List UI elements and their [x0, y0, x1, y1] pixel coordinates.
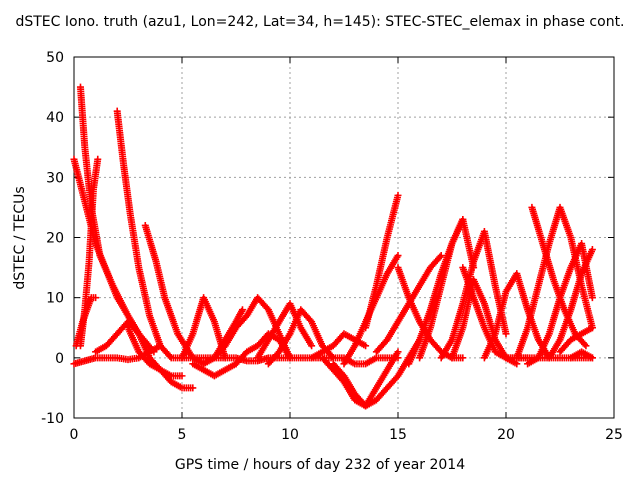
- data-series: [254, 300, 316, 362]
- data-series: [545, 246, 596, 362]
- data-point-marker: [588, 324, 596, 332]
- x-tick-label: 20: [497, 427, 515, 443]
- data-series: [329, 336, 424, 410]
- data-point-marker: [178, 372, 186, 380]
- data-point-marker: [459, 354, 467, 362]
- data-point-marker: [94, 155, 102, 163]
- data-series: [567, 348, 596, 362]
- data-point-marker: [166, 352, 174, 360]
- x-axis-label: GPS time / hours of day 232 of year 2014: [174, 457, 466, 473]
- data-point-marker: [221, 354, 229, 362]
- data-point-marker: [238, 306, 246, 314]
- data-point-marker: [306, 316, 314, 324]
- data-point-marker: [394, 252, 402, 260]
- data-series: [264, 306, 337, 368]
- data-point-marker: [588, 246, 596, 254]
- data-point-marker: [263, 304, 271, 312]
- data-point-marker: [189, 384, 197, 392]
- data-point-marker: [92, 294, 100, 302]
- data-series: [124, 324, 186, 380]
- data-series: [308, 330, 370, 362]
- x-tick-label: 10: [281, 427, 299, 443]
- data-series: [210, 306, 246, 362]
- data-point-marker: [436, 253, 444, 261]
- data-series: [362, 191, 402, 332]
- y-tick-label: 30: [46, 170, 64, 186]
- y-tick-label: 40: [46, 110, 64, 126]
- y-tick-label: 0: [55, 351, 64, 367]
- y-tick-label: 20: [46, 231, 64, 247]
- data-point-marker: [502, 330, 510, 338]
- data-point-marker: [513, 360, 521, 368]
- y-tick-label: -10: [41, 411, 64, 427]
- data-point-marker: [437, 252, 445, 260]
- x-tick-label: 0: [70, 427, 79, 443]
- data-point-marker: [581, 340, 589, 348]
- x-tick-label: 5: [178, 427, 187, 443]
- data-point-marker: [582, 342, 590, 350]
- x-tick-label: 25: [605, 427, 623, 443]
- y-axis-label: dSTEC / TECUs: [12, 186, 28, 290]
- data-point-marker: [362, 342, 370, 350]
- data-point-marker: [588, 294, 596, 302]
- data-series: [178, 294, 229, 362]
- chart-title: dSTEC Iono. truth (azu1, Lon=242, Lat=34…: [15, 14, 625, 30]
- y-tick-label: 10: [46, 291, 64, 307]
- data-series: [372, 252, 445, 356]
- data-point-marker: [394, 348, 402, 356]
- data-point-marker: [308, 342, 316, 350]
- data-series: [113, 107, 186, 362]
- plot-frame: [73, 56, 615, 419]
- data-point-marker: [394, 191, 402, 199]
- data-series: [556, 324, 596, 356]
- data-series: [76, 155, 102, 350]
- data-point-marker: [588, 354, 596, 362]
- x-tick-label: 15: [389, 427, 407, 443]
- data-series: [189, 360, 240, 380]
- data-point-marker: [133, 328, 141, 336]
- y-tick-label: 50: [46, 50, 64, 66]
